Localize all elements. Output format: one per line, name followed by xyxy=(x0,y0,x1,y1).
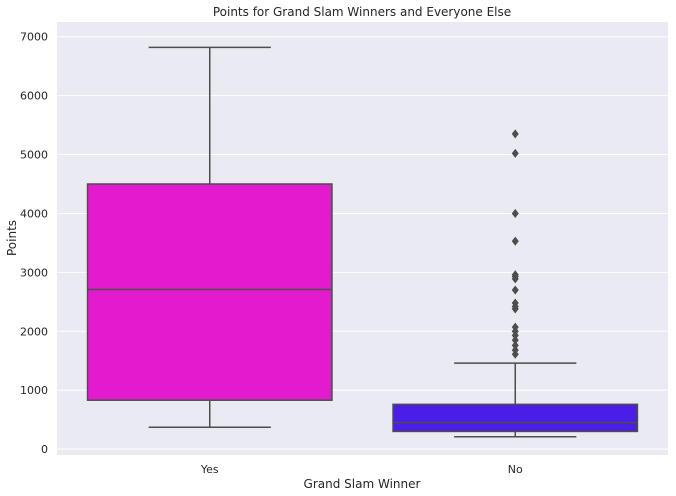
outlier-point xyxy=(511,340,519,350)
outlier-point xyxy=(511,148,519,158)
y-tick-label: 6000 xyxy=(20,90,48,103)
y-axis-ticks: 0 1000 2000 3000 4000 5000 6000 7000 xyxy=(20,31,48,456)
y-tick-label: 1000 xyxy=(20,384,48,397)
iqr-box xyxy=(86,183,333,401)
x-tick-label: Yes xyxy=(200,463,219,476)
outlier-point xyxy=(511,270,519,280)
outlier-point xyxy=(511,236,519,246)
y-tick-label: 3000 xyxy=(20,266,48,279)
iqr-box xyxy=(392,403,639,433)
outlier-point xyxy=(511,322,519,332)
outlier-point xyxy=(511,335,519,345)
outlier-point xyxy=(511,208,519,219)
box-no xyxy=(392,129,639,438)
x-tick-label: No xyxy=(508,463,523,476)
y-axis-title: Points xyxy=(5,220,19,256)
y-tick-label: 4000 xyxy=(20,207,48,220)
boxes xyxy=(86,46,639,438)
y-tick-label: 0 xyxy=(41,443,48,456)
x-axis-title: Grand Slam Winner xyxy=(304,477,421,491)
chart-title: Points for Grand Slam Winners and Everyo… xyxy=(213,5,511,19)
box-yes xyxy=(86,46,333,429)
y-tick-label: 2000 xyxy=(20,325,48,338)
x-axis-ticks: Yes No xyxy=(200,463,523,476)
y-tick-label: 5000 xyxy=(20,149,48,162)
outlier-point xyxy=(511,129,519,139)
y-tick-label: 7000 xyxy=(20,31,48,44)
outlier-point xyxy=(511,285,519,295)
outlier-point xyxy=(511,298,519,308)
outlier-point xyxy=(511,345,519,355)
